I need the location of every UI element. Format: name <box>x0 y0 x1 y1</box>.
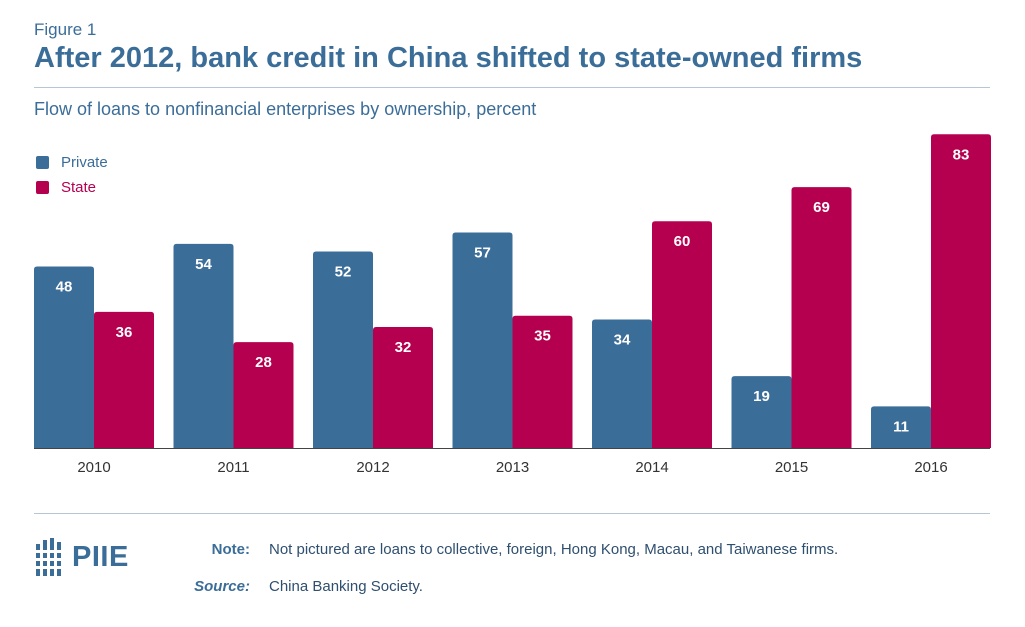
source-label: Source: <box>194 578 250 595</box>
data-label-private-2016: 11 <box>893 418 909 435</box>
bar-private-2011 <box>173 243 234 448</box>
bar-state-2011 <box>233 342 294 448</box>
data-label-state-2014: 60 <box>674 233 691 250</box>
x-tick-label-2010: 2010 <box>77 459 110 476</box>
data-label-private-2013: 57 <box>474 245 491 262</box>
data-label-state-2013: 35 <box>534 328 551 345</box>
data-label-private-2010: 48 <box>56 279 73 296</box>
bar-private-2012 <box>313 251 373 448</box>
bar-private-2010 <box>34 266 94 448</box>
figure-label: Figure 1 <box>34 20 97 39</box>
note-text: Not pictured are loans to collective, fo… <box>269 541 839 558</box>
footer-divider <box>34 513 990 514</box>
data-label-private-2012: 52 <box>335 263 352 280</box>
note-label: Note: <box>211 541 250 558</box>
bar-state-2014 <box>652 221 712 448</box>
bar-private-2016 <box>871 406 931 448</box>
piie-logo: PIIE <box>34 536 129 578</box>
x-tick-label-2016: 2016 <box>914 459 947 476</box>
legend-item-state: State <box>36 178 97 196</box>
title-divider <box>34 87 990 88</box>
bar-state-2012 <box>373 327 433 448</box>
data-label-private-2015: 19 <box>753 388 770 405</box>
bar-private-2014 <box>592 319 652 448</box>
piie-logo-icon <box>34 538 64 576</box>
legend-swatch-private <box>36 155 49 169</box>
data-label-state-2010: 36 <box>116 324 133 341</box>
data-label-state-2015: 69 <box>813 199 830 216</box>
x-tick-label-2011: 2011 <box>217 459 249 476</box>
data-label-state-2012: 32 <box>395 339 412 356</box>
bar-private-2013 <box>452 232 513 448</box>
x-tick-label-2015: 2015 <box>775 459 808 476</box>
x-tick-label-2012: 2012 <box>356 459 389 476</box>
legend-item-private: Private <box>36 153 108 171</box>
bar-state-2010 <box>94 311 154 448</box>
source-text: China Banking Society. <box>269 578 423 595</box>
data-label-private-2014: 34 <box>614 331 631 348</box>
bar-private-2015 <box>731 376 792 448</box>
piie-logo-text: PIIE <box>72 540 129 573</box>
x-tick-label-2013: 2013 <box>496 459 529 476</box>
bar-state-2015 <box>791 187 852 448</box>
data-label-state-2011: 28 <box>255 354 272 371</box>
legend-swatch-state <box>36 180 49 194</box>
chart-subtitle: Flow of loans to nonfinancial enterprise… <box>34 99 537 119</box>
data-label-private-2011: 54 <box>195 256 212 273</box>
chart-title: After 2012, bank credit in China shifted… <box>34 42 863 74</box>
data-label-state-2016: 83 <box>953 146 970 163</box>
legend-label-state: State <box>61 178 97 196</box>
bar-state-2016 <box>931 134 991 448</box>
bar-state-2013 <box>512 315 573 448</box>
x-tick-label-2014: 2014 <box>635 459 668 476</box>
legend-label-private: Private <box>61 153 108 171</box>
